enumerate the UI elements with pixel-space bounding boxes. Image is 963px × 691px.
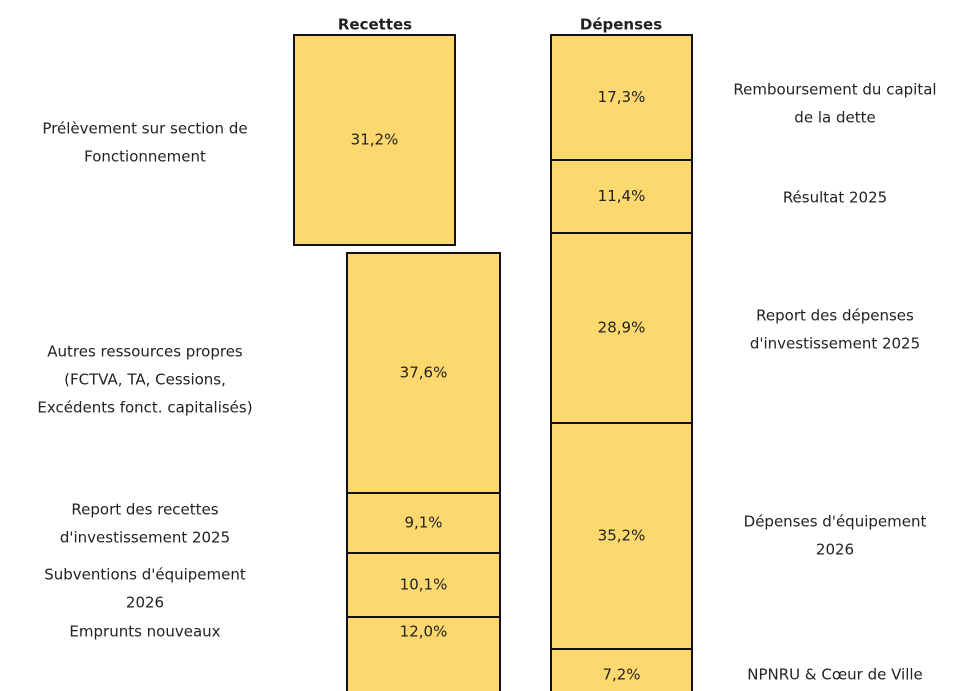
block-label: de la dette [794,109,875,127]
block [346,552,501,618]
block-value: 17,3% [598,88,646,106]
block-label: Résultat 2025 [783,189,887,207]
column-header: Dépenses [580,16,662,34]
block-label: NPNRU & Cœur de Ville [747,666,923,684]
block-label: Excédents fonct. capitalisés) [37,399,252,417]
block-value: 28,9% [598,319,646,337]
block-label: Fonctionnement [84,148,206,166]
block-label: Autres ressources propres [47,343,243,361]
block-value: 7,2% [602,666,640,684]
block-value: 11,4% [598,187,646,205]
block-label: 2026 [816,541,854,559]
block-label: d'investissement 2025 [750,335,920,353]
block-label: Report des dépenses [756,307,914,325]
block-label: Emprunts nouveaux [69,623,220,641]
block-value: 37,6% [400,364,448,382]
block [550,34,693,161]
block-label: 2026 [126,594,164,612]
block [346,616,501,691]
block-value: 35,2% [598,527,646,545]
block-label: Prélèvement sur section de [42,120,247,138]
block [550,159,693,234]
column-header: Recettes [338,16,412,34]
block-label: (FCTVA, TA, Cessions, [64,371,226,389]
block-label: Remboursement du capital [733,81,936,99]
block-value: 9,1% [404,514,442,532]
block-label: Subventions d'équipement [44,566,246,584]
block [550,232,693,424]
block-label: Dépenses d'équipement [744,513,927,531]
block-value: 31,2% [351,131,399,149]
block [293,34,456,246]
block-value: 10,1% [400,576,448,594]
block-label: d'investissement 2025 [60,529,230,547]
block [550,422,693,650]
block-value: 12,0% [400,623,448,641]
block [346,252,501,494]
block [550,648,693,691]
block-label: Report des recettes [71,501,218,519]
